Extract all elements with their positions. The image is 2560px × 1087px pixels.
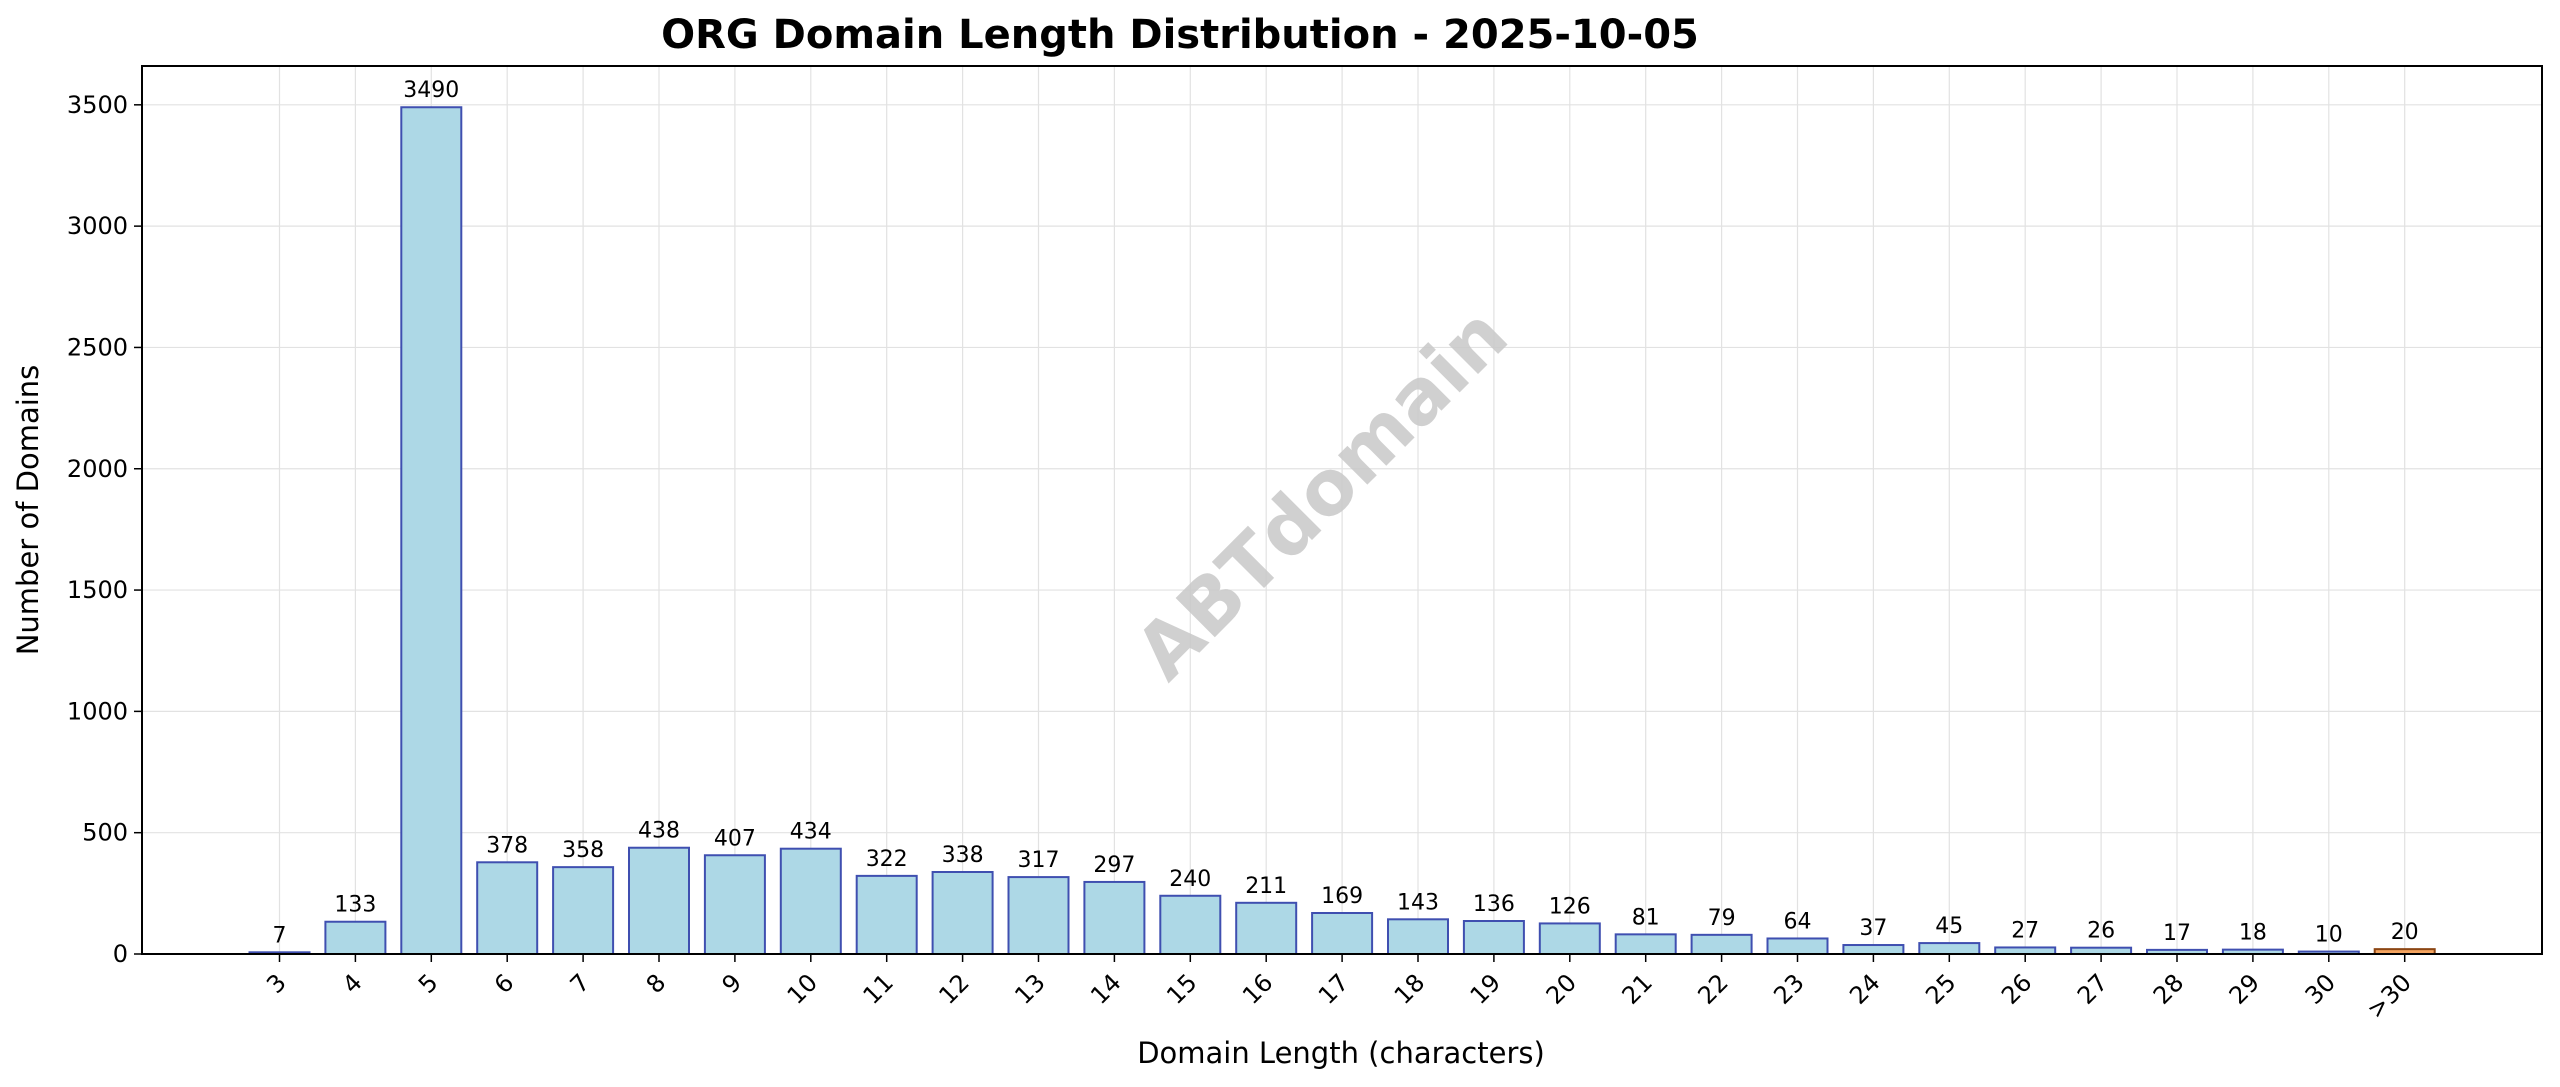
data-label-22: 79 bbox=[1708, 906, 1736, 931]
data-label-28: 17 bbox=[2163, 921, 2191, 946]
data-label-5: 3490 bbox=[403, 78, 459, 103]
data-label-4: 133 bbox=[334, 893, 376, 918]
bar-23 bbox=[1766, 937, 1829, 955]
data-label-11: 322 bbox=[866, 847, 908, 872]
data-label-10: 434 bbox=[790, 820, 832, 845]
bar-22 bbox=[1690, 933, 1753, 955]
bar-18 bbox=[1387, 918, 1449, 956]
bar-17 bbox=[1311, 911, 1374, 955]
bar-25 bbox=[1918, 942, 1981, 956]
bar-24 bbox=[1842, 944, 1905, 955]
bar-6 bbox=[476, 861, 539, 955]
bar-19 bbox=[1462, 920, 1525, 956]
data-label-21: 81 bbox=[1632, 905, 1660, 930]
bar-20 bbox=[1538, 922, 1601, 955]
bar-12 bbox=[931, 870, 994, 956]
data-label-23: 64 bbox=[1784, 909, 1812, 934]
data-label-9: 407 bbox=[714, 826, 756, 851]
data-label-30: 10 bbox=[2315, 923, 2343, 948]
bar-9 bbox=[703, 854, 766, 955]
data-label-26: 27 bbox=[2011, 918, 2039, 943]
y-tick-label: 2000 bbox=[67, 455, 128, 483]
chart-title: ORG Domain Length Distribution - 2025-10… bbox=[661, 12, 1699, 58]
y-tick-label: 3500 bbox=[67, 91, 128, 119]
y-tick-label: 1500 bbox=[67, 576, 128, 604]
data-label-20: 126 bbox=[1549, 894, 1591, 919]
y-tick-label: 1000 bbox=[67, 697, 128, 725]
bar-11 bbox=[855, 874, 918, 956]
bar-8 bbox=[628, 846, 690, 955]
data-label-25: 45 bbox=[1935, 914, 1963, 939]
data-label-3: 7 bbox=[273, 923, 287, 948]
data-label-27: 26 bbox=[2087, 919, 2115, 944]
data-label->30: 20 bbox=[2391, 920, 2419, 945]
data-label-16: 211 bbox=[1245, 874, 1287, 899]
y-tick-label: 2500 bbox=[67, 333, 128, 361]
data-label-19: 136 bbox=[1473, 892, 1515, 917]
bar-15 bbox=[1159, 894, 1222, 956]
bar-layer bbox=[248, 106, 2436, 956]
bar-13 bbox=[1007, 876, 1070, 955]
y-axis-ticks: 0 500 1000 1500 2000 2500 3000 3500 bbox=[67, 91, 142, 968]
data-label-24: 37 bbox=[1859, 916, 1887, 941]
data-label-29: 18 bbox=[2239, 921, 2267, 946]
bar-4 bbox=[324, 920, 387, 955]
data-label-8: 438 bbox=[638, 819, 680, 844]
y-tick-label: 3000 bbox=[67, 212, 128, 240]
y-tick-label: 500 bbox=[82, 819, 128, 847]
y-axis-label: Number of Domains bbox=[11, 365, 45, 656]
data-label-12: 338 bbox=[942, 843, 984, 868]
bar-5 bbox=[400, 106, 463, 955]
bar-16 bbox=[1235, 901, 1298, 956]
bar-10 bbox=[779, 847, 842, 956]
data-label-17: 169 bbox=[1321, 884, 1363, 909]
bar-21 bbox=[1614, 933, 1677, 955]
data-label-13: 317 bbox=[1018, 848, 1060, 873]
x-axis-label: Domain Length (characters) bbox=[1137, 1036, 1545, 1070]
data-label-layer: 7 133 3490 378 358 438 407 434 322 338 317 297 240 21… bbox=[273, 78, 2419, 948]
data-label-7: 358 bbox=[562, 838, 604, 863]
data-label-18: 143 bbox=[1397, 890, 1439, 915]
data-label-6: 378 bbox=[486, 833, 528, 858]
bar-7 bbox=[552, 866, 615, 956]
bar-14 bbox=[1083, 880, 1146, 955]
data-label-14: 297 bbox=[1093, 853, 1135, 878]
data-label-15: 240 bbox=[1169, 867, 1211, 892]
y-tick-label: 0 bbox=[113, 940, 128, 968]
